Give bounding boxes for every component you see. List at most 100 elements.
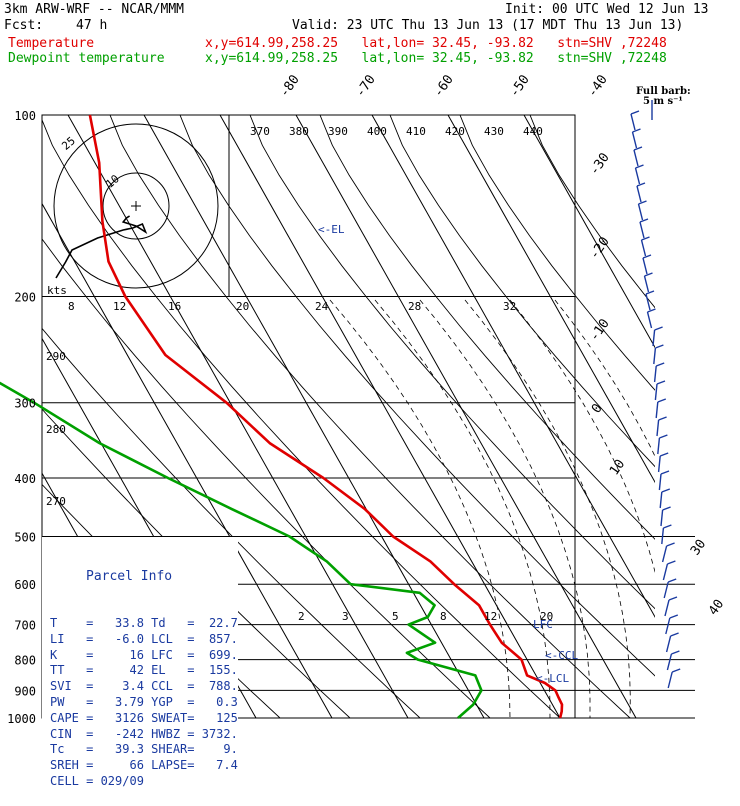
wind-barb-flag [641, 236, 650, 241]
dry-adiabat [109, 115, 631, 718]
wind-barb [665, 617, 671, 635]
mixing-ratio-label: 24 [315, 300, 329, 313]
dry-adiabat [389, 115, 655, 468]
wind-barb [633, 149, 639, 167]
pressure-label-300: 300 [14, 397, 36, 411]
wind-barb-flag [632, 128, 641, 133]
level-marker: LFC [533, 618, 553, 631]
temperature-location: x,y=614.99,258.25 lat,lon= 32.45, -93.82… [205, 36, 667, 51]
wind-barb [654, 383, 658, 401]
mixing-ratio-label: 20 [540, 610, 553, 623]
moist-adiabat [329, 299, 511, 718]
dry-adiabat [42, 408, 351, 718]
dry-adiabat [319, 115, 655, 540]
pressure-label-700: 700 [14, 619, 36, 633]
pressure-label-200: 200 [14, 291, 36, 305]
pressure-label-800: 800 [14, 654, 36, 668]
wind-barb-flag [635, 164, 644, 169]
wind-barb [659, 491, 663, 509]
wind-barb-flag [666, 542, 675, 547]
wind-barb [665, 635, 672, 653]
pressure-label-500: 500 [14, 530, 36, 544]
parcel-info-title: Parcel Info [86, 568, 173, 584]
wind-barb-flag [656, 380, 666, 385]
wind-barb [663, 581, 669, 599]
mixing-ratio-label: 32 [503, 300, 516, 313]
wind-barb [630, 113, 636, 131]
wind-barb [631, 131, 638, 149]
temp-axis-label: -30 [587, 150, 613, 178]
barb-legend-value: 5 m s⁻¹ [643, 96, 683, 107]
temp-axis-label: -40 [585, 72, 611, 100]
parcel-row-tt: TT = 42 EL = 155. [50, 663, 238, 678]
wind-barb [666, 653, 673, 671]
wind-barb-flag [638, 200, 647, 205]
isotherm [42, 202, 333, 718]
temp-axis-label: 40 [706, 597, 727, 618]
wind-barb-flag [636, 182, 646, 187]
temp-axis-label: -80 [277, 72, 303, 100]
wind-barb [640, 239, 647, 257]
dry-adiabat [249, 115, 655, 610]
hodograph-units: kts [47, 284, 67, 297]
mixing-ratio-label: 8 [440, 610, 447, 623]
forecast-label: Fcst: [4, 18, 44, 33]
wind-barb [667, 671, 673, 689]
pressure-label-1000: 1000 [7, 712, 36, 726]
temp-axis-label: 10 [607, 457, 628, 478]
mixing-ratio-label: 2 [298, 610, 305, 623]
wind-barb-flag [671, 650, 680, 655]
wind-barb-flag [660, 470, 670, 475]
temp-axis-label: -50 [507, 72, 533, 100]
theta-label: 420 [445, 125, 465, 138]
wind-barb-flag [655, 362, 665, 367]
parcel-info-panel: Parcel Info T = 33.8 Td = 22.7 LI = -6.0 … [42, 537, 238, 788]
wind-barb [646, 311, 653, 329]
theta-label: 390 [328, 125, 348, 138]
wind-barb-flag [670, 632, 679, 637]
wind-barb [652, 329, 656, 347]
wind-barb [639, 221, 645, 239]
theta-label: 430 [484, 125, 504, 138]
level-marker: <-EL [318, 223, 345, 236]
dry-adiabat [459, 115, 655, 391]
chart-grid [41, 114, 695, 719]
wind-barb-flag [659, 452, 669, 457]
wind-barb-flag [662, 506, 671, 511]
temp-axis-label: 30 [688, 537, 709, 558]
dry-adiabat [42, 327, 421, 718]
wind-barb-flag [647, 308, 656, 313]
wind-barb-flag [671, 668, 681, 673]
pressure-label-100: 100 [14, 109, 36, 123]
mixing-ratio-label: 12 [113, 300, 126, 313]
wind-barb [661, 545, 668, 563]
parcel-row-pw: PW = 3.79 YGP = 0.3 [50, 694, 238, 709]
wind-barb [661, 527, 665, 545]
moist-adiabat [464, 299, 631, 718]
parcel-row-cape: CAPE = 3126 SWEAT= 125 [50, 710, 238, 725]
mixing-ratio-label: 12 [484, 610, 497, 623]
parcel-row-t: T = 33.8 Td = 22.7 [50, 615, 238, 630]
wind-barbs [630, 100, 681, 689]
dewpoint-legend: Dewpoint temperature [8, 51, 165, 66]
mixing-ratio-label: 5 [392, 610, 399, 623]
wind-barb [658, 473, 662, 491]
parcel-row-tc: Tc = 39.3 SHEAR= 9. [50, 742, 238, 757]
wind-barb-flag [667, 560, 676, 565]
dry-adiabat [42, 118, 561, 718]
wind-barb [642, 257, 648, 275]
pressure-label-600: 600 [14, 578, 36, 592]
dewpoint-location: x,y=614.99,258.25 lat,lon= 32.45, -93.82… [205, 51, 667, 66]
parcel-row-svi: SVI = 3.4 CCL = 788. [50, 679, 238, 694]
isotherm [219, 115, 561, 718]
isotherm [371, 115, 655, 618]
wind-barb [662, 563, 669, 581]
wind-barb-flag [668, 596, 678, 601]
wind-barb [660, 509, 664, 527]
wind-barb [636, 185, 642, 203]
wind-barb [664, 599, 670, 617]
mixing-ratio-label: 28 [408, 300, 421, 313]
level-marker: <-LCL [536, 672, 569, 685]
parcel-row-k: K = 16 LFC = 699. [50, 647, 238, 662]
wind-barb-flag [654, 326, 663, 331]
